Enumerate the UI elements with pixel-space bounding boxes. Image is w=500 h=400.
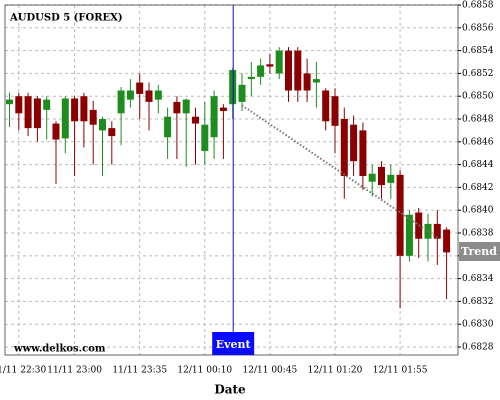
candle-body — [43, 99, 51, 110]
candle-body — [396, 174, 404, 256]
candle-body — [303, 73, 311, 91]
chart-title: AUDUSD 5 (FOREX) — [9, 13, 123, 24]
event-badge — [212, 332, 255, 355]
candle-body — [405, 214, 413, 256]
candle-body — [266, 64, 274, 67]
candle-body — [126, 90, 134, 100]
candle-body — [331, 96, 339, 126]
candle-body — [192, 116, 199, 124]
candle-body — [33, 98, 41, 129]
trend-label: Trend — [461, 245, 497, 258]
y-tick-label: 0.6842 — [462, 183, 494, 193]
y-tick-label: 0.6850 — [462, 92, 494, 102]
candle-body — [275, 50, 283, 74]
candle-body — [219, 107, 227, 112]
candle-body — [312, 79, 320, 83]
watermark: www.delkos.com — [13, 344, 106, 355]
y-tick-label: 0.6854 — [462, 46, 494, 56]
candle-body — [368, 173, 376, 182]
candle-body — [164, 116, 172, 138]
candle-body — [6, 99, 13, 105]
candle-body — [108, 128, 116, 137]
candle-body — [24, 96, 32, 129]
y-tick-label: 0.6828 — [462, 343, 494, 353]
y-tick-label: 0.6838 — [462, 229, 494, 239]
candle-body — [154, 90, 162, 100]
x-axis-title: Date — [214, 383, 246, 397]
candle-body — [145, 90, 153, 102]
candle-body — [61, 98, 69, 139]
y-tick-label: 0.6834 — [462, 274, 494, 284]
candle-body — [350, 124, 358, 162]
trend-badge — [459, 242, 500, 261]
x-tick-label: 12/11 01:55 — [373, 366, 428, 376]
y-tick-label: 0.6856 — [462, 23, 494, 33]
x-tick-label: 12/11 01:20 — [308, 366, 363, 376]
candle-body — [89, 109, 97, 125]
candle-body — [433, 223, 441, 239]
candle-body — [52, 123, 60, 140]
candle-body — [387, 174, 395, 183]
candle-body — [173, 101, 181, 114]
x-tick-label: 12/11 00:10 — [177, 366, 232, 376]
candle-body — [238, 84, 246, 102]
candle-body — [322, 90, 330, 122]
candle-body — [99, 119, 106, 131]
candle-body — [294, 50, 302, 91]
y-tick-label: 0.6852 — [462, 69, 494, 79]
y-tick-label: 0.6858 — [462, 1, 494, 11]
candle-body — [15, 96, 23, 114]
candle-body — [210, 96, 218, 138]
x-tick-label: 11/11 22:30 — [0, 366, 46, 376]
candle-body — [378, 166, 385, 186]
event-label: Event — [216, 338, 252, 351]
candle-body — [443, 229, 451, 253]
candle-body — [71, 98, 79, 122]
candle-body — [117, 90, 125, 114]
x-tick-label: 11/11 23:00 — [47, 366, 102, 376]
candle-body — [182, 99, 190, 114]
trend-line — [241, 104, 438, 239]
candle-body — [285, 50, 292, 91]
y-tick-label: 0.6844 — [462, 160, 494, 170]
candle-body — [80, 96, 88, 122]
candle-body — [359, 130, 367, 177]
y-tick-label: 0.6832 — [462, 297, 494, 307]
y-tick-label: 0.6830 — [462, 320, 494, 330]
candle-body — [247, 76, 255, 80]
candle-body — [340, 119, 348, 177]
y-tick-label: 0.6848 — [462, 115, 494, 125]
candle-body — [136, 82, 144, 94]
y-tick-label: 0.6840 — [462, 206, 494, 216]
candle-body — [257, 65, 265, 77]
candle-body — [201, 124, 209, 151]
y-tick-label: 0.6846 — [462, 137, 494, 147]
x-tick-label: 11/11 23:35 — [112, 366, 167, 376]
x-tick-label: 12/11 00:45 — [243, 366, 298, 376]
